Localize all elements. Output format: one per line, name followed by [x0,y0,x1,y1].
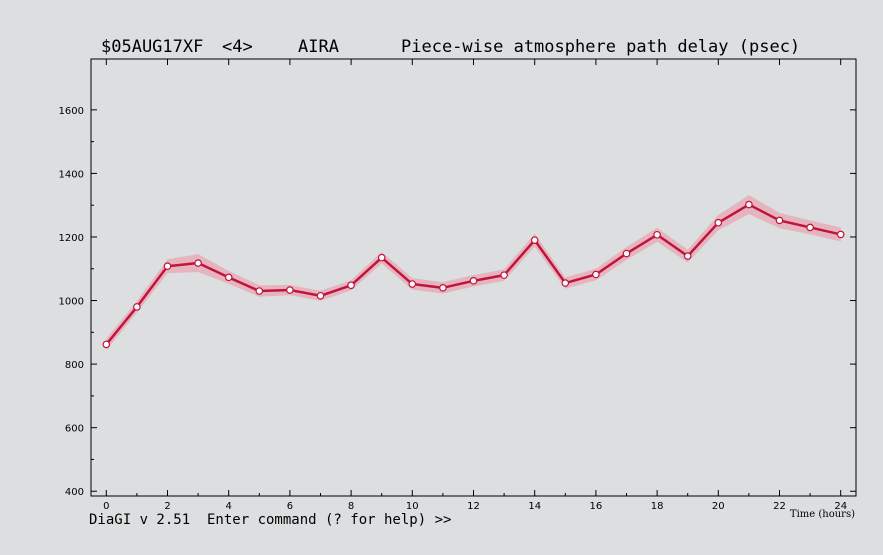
data-point-layer [102,200,845,349]
data-point [133,303,141,311]
x-tick-label: 18 [651,501,664,512]
data-point [286,286,294,294]
plot-index: <4> [222,37,253,57]
x-tick-label: 14 [528,501,541,512]
data-point [592,270,600,279]
axis-layer: 0 2 4 6 8 10 12 14 16 18 20 22 244006008001000120014… [59,59,856,512]
data-point [745,200,753,209]
data-point [500,271,508,279]
experiment-name: $05AUG17XF [101,37,203,57]
x-axis-label: Time (hours) [790,509,855,520]
data-point [439,284,447,292]
y-tick-label: 800 [65,360,84,371]
data-point [469,277,478,285]
x-tick-label: 10 [406,501,419,512]
station-name: AIRA [298,37,339,57]
y-tick-label: 400 [65,487,84,498]
x-tick-label: 2 [164,501,170,512]
data-point [775,216,784,225]
x-tick-label: 24 [834,501,847,512]
chart-title: Piece-wise atmosphere path delay (psec) [401,37,800,57]
data-point [255,287,264,295]
x-tick-label: 16 [590,501,603,512]
y-tick-label: 1200 [59,233,84,244]
data-point [530,236,539,244]
x-tick-label: 4 [226,501,232,512]
data-point [408,280,417,288]
data-point [561,279,570,287]
x-tick-label: 6 [287,501,293,512]
x-tick-label: 22 [773,501,786,512]
title-bar: $05AUG17XF <4> AIRA Piece-wise atmospher… [101,37,800,57]
data-point [194,259,202,267]
data-point [836,230,845,239]
x-tick-label: 0 [103,501,109,512]
data-point [224,273,233,282]
command-prompt[interactable]: DiaGI v 2.51 Enter command (? for help) … [89,512,452,528]
data-point [316,291,325,300]
y-tick-label: 1400 [59,169,84,180]
data-point [102,340,111,349]
data-point [163,262,172,271]
data-point [714,218,723,227]
y-tick-label: 600 [65,424,84,435]
data-point [347,281,355,290]
y-tick-label: 1600 [59,106,84,117]
x-tick-label: 8 [348,501,354,512]
x-tick-label: 12 [467,501,480,512]
data-point [653,230,661,239]
y-tick-label: 1000 [59,297,84,308]
x-tick-label: 20 [712,501,725,512]
data-point [806,223,814,232]
data-point [377,253,386,262]
data-point [622,249,631,258]
data-point [683,252,692,260]
